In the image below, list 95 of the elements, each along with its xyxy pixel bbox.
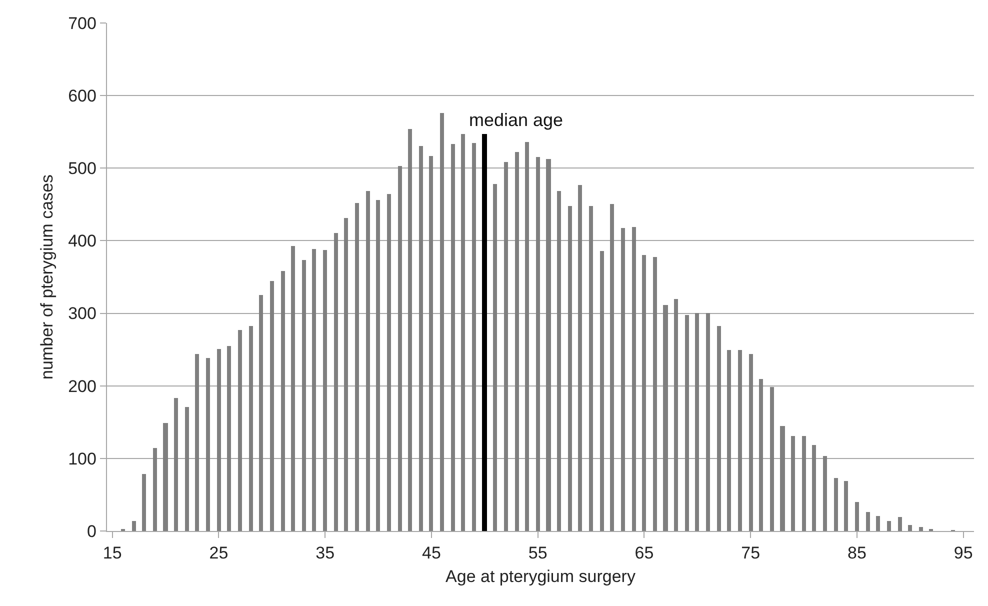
bar xyxy=(674,299,678,531)
bar xyxy=(653,257,657,531)
bar xyxy=(738,350,742,531)
bar xyxy=(706,313,710,531)
bar xyxy=(259,295,263,531)
annotation: median age xyxy=(469,110,564,130)
bar xyxy=(759,379,763,531)
bar xyxy=(546,159,551,531)
bar xyxy=(855,502,859,531)
bar xyxy=(482,134,487,531)
bar xyxy=(866,512,870,531)
bar xyxy=(408,129,412,531)
bar xyxy=(312,249,316,531)
bar xyxy=(908,525,912,531)
bar xyxy=(695,313,699,531)
bar xyxy=(610,204,614,531)
y-tick-label: 400 xyxy=(68,232,96,251)
bar xyxy=(334,233,338,531)
bar xyxy=(238,330,242,531)
bar xyxy=(727,350,731,531)
bar xyxy=(249,326,253,531)
bar xyxy=(429,156,433,531)
bar xyxy=(515,152,519,531)
bar xyxy=(206,358,210,531)
bar xyxy=(323,250,327,531)
bar xyxy=(217,349,221,531)
x-tick-label: 15 xyxy=(102,544,122,563)
bar xyxy=(440,113,444,531)
bar xyxy=(685,315,689,531)
bar xyxy=(663,305,668,531)
y-tick-label: 300 xyxy=(68,304,96,324)
bar xyxy=(461,134,465,531)
bar xyxy=(387,194,391,531)
y-tick-label: 0 xyxy=(86,522,96,541)
bar xyxy=(227,346,231,531)
bar xyxy=(876,516,880,531)
bar xyxy=(536,157,540,531)
x-tick-label: 85 xyxy=(848,544,866,563)
bar xyxy=(472,143,476,531)
x-tick-label: 95 xyxy=(954,544,973,563)
bar xyxy=(557,191,561,531)
x-tick-label: 55 xyxy=(528,544,548,563)
bar xyxy=(504,162,508,531)
x-tick-label: 45 xyxy=(422,544,441,563)
bar xyxy=(281,271,285,531)
x-tick-label: 65 xyxy=(634,544,654,563)
y-tick-label: 700 xyxy=(68,14,96,33)
x-axis-title: Age at pterygium surgery xyxy=(446,566,636,586)
bar xyxy=(621,228,625,531)
bar xyxy=(887,521,891,531)
x-tick-label: 25 xyxy=(209,544,228,563)
bar xyxy=(355,203,359,531)
bar xyxy=(493,184,497,531)
bar xyxy=(376,200,380,531)
bar xyxy=(568,206,572,531)
bar xyxy=(802,436,806,531)
bar xyxy=(525,142,529,531)
bar xyxy=(174,398,178,531)
bar xyxy=(163,423,168,531)
bar xyxy=(451,144,455,531)
bar xyxy=(919,527,923,531)
bar xyxy=(398,166,402,531)
bar xyxy=(632,227,636,531)
bar xyxy=(185,407,189,531)
y-tick-label: 600 xyxy=(68,86,96,106)
bar xyxy=(291,246,295,531)
bar xyxy=(419,146,423,531)
bar xyxy=(823,456,827,531)
bar xyxy=(717,326,721,531)
y-axis-title: number of pterygium cases xyxy=(38,174,57,380)
x-tick-label: 75 xyxy=(741,544,760,563)
y-tick-label: 200 xyxy=(68,376,96,396)
bar xyxy=(600,251,604,531)
bar xyxy=(589,206,593,531)
bar xyxy=(791,436,795,531)
bar xyxy=(770,387,774,531)
bar xyxy=(812,445,816,531)
y-tick-label: 100 xyxy=(68,449,96,468)
bar xyxy=(834,478,838,531)
bar xyxy=(195,354,199,531)
bar xyxy=(132,521,136,531)
bar xyxy=(153,448,157,531)
bar xyxy=(898,517,902,531)
bar xyxy=(749,354,753,531)
bar xyxy=(366,191,370,531)
bar xyxy=(270,281,274,531)
y-tick-label: 500 xyxy=(68,159,96,178)
bar xyxy=(142,474,146,531)
bar xyxy=(344,218,348,531)
bar xyxy=(844,481,848,531)
bar xyxy=(302,260,306,531)
x-tick-label: 35 xyxy=(316,544,335,563)
bar xyxy=(780,426,785,531)
bar xyxy=(642,255,646,531)
bar xyxy=(578,185,582,531)
